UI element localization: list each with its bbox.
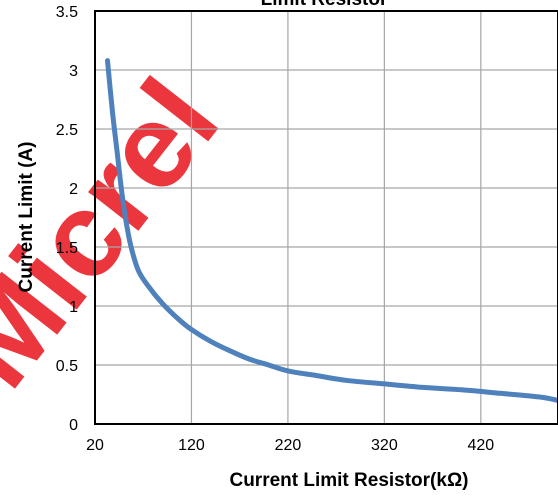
series-layer <box>105 58 558 403</box>
plot-area-frame <box>94 10 558 425</box>
x-tick-label: 420 <box>467 437 494 454</box>
y-tick-label: 3 <box>69 63 78 80</box>
series-line <box>105 58 558 403</box>
y-tick-label: 2.5 <box>56 122 78 139</box>
y-tick-label: 1 <box>69 299 78 316</box>
y-axis-title: Current Limit (A) <box>16 142 37 293</box>
y-tick-label: 3.5 <box>56 4 78 21</box>
chart-title: Limit Resistor <box>261 0 388 10</box>
x-axis-title: Current Limit Resistor(kΩ) <box>229 470 468 491</box>
grid <box>95 11 558 424</box>
y-tick-label: 2 <box>69 181 78 198</box>
tick-labels: 20 120 220 320 420 0 0.5 1 1.5 2 2.5 3 3.5 <box>56 4 495 454</box>
x-tick-label: 220 <box>275 437 302 454</box>
y-tick-label: 1.5 <box>56 240 78 257</box>
y-tick-label: 0.5 <box>56 358 78 375</box>
x-tick-label: 20 <box>86 437 104 454</box>
y-tick-label: 0 <box>69 417 78 434</box>
x-tick-label: 320 <box>371 437 398 454</box>
x-tick-label: 120 <box>178 437 205 454</box>
